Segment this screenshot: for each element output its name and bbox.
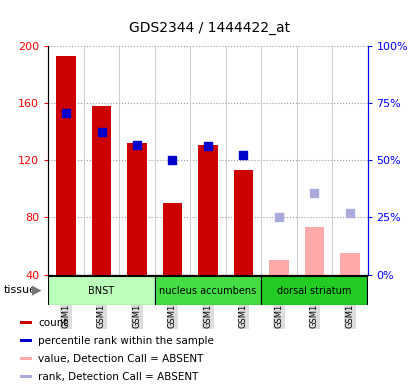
Bar: [198, 145, 218, 275]
Point: [240, 152, 247, 158]
Point: [134, 142, 140, 148]
Bar: [261, 276, 368, 305]
Point: [346, 210, 353, 216]
Bar: [21, 375, 32, 378]
Bar: [163, 203, 182, 275]
Bar: [304, 227, 324, 275]
Bar: [127, 143, 147, 275]
Bar: [21, 339, 32, 342]
Text: nucleus accumbens: nucleus accumbens: [159, 286, 257, 296]
Text: value, Detection Call = ABSENT: value, Detection Call = ABSENT: [38, 354, 204, 364]
Bar: [48, 276, 155, 305]
Text: BNST: BNST: [89, 286, 115, 296]
Point: [169, 157, 176, 164]
Text: rank, Detection Call = ABSENT: rank, Detection Call = ABSENT: [38, 371, 199, 382]
Point: [205, 143, 211, 149]
Text: dorsal striatum: dorsal striatum: [277, 286, 352, 296]
Bar: [269, 260, 289, 275]
Point: [63, 110, 69, 116]
Text: tissue: tissue: [4, 285, 37, 295]
Point: [311, 190, 318, 196]
Bar: [92, 106, 111, 275]
Text: percentile rank within the sample: percentile rank within the sample: [38, 336, 214, 346]
Bar: [21, 357, 32, 360]
Point: [276, 214, 282, 220]
Text: count: count: [38, 318, 68, 328]
Bar: [340, 253, 360, 275]
Text: GDS2344 / 1444422_at: GDS2344 / 1444422_at: [129, 21, 291, 35]
Bar: [234, 170, 253, 275]
Bar: [56, 56, 76, 275]
Bar: [155, 276, 261, 305]
Point: [98, 129, 105, 135]
Bar: [21, 321, 32, 324]
Text: ▶: ▶: [32, 283, 41, 296]
